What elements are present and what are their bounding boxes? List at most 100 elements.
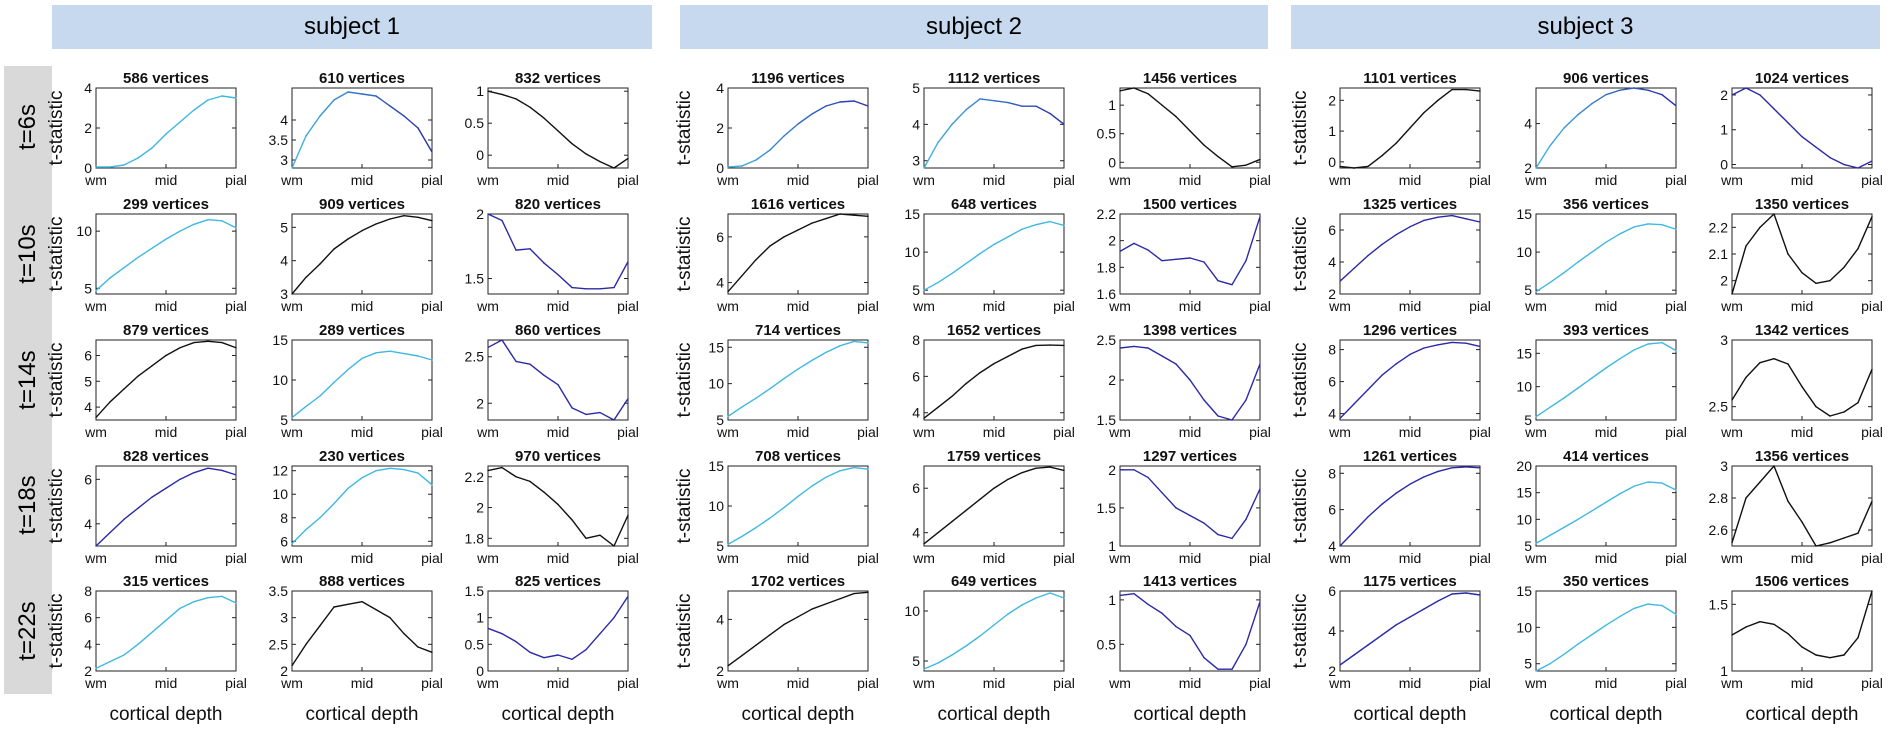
series-line-segment [965,98,981,111]
series-line-segment [1787,253,1803,274]
series-line-segment [1787,632,1803,648]
series-line-segment [1423,344,1439,349]
series-line-segment [853,100,869,107]
y-tick-label: 5 [1524,538,1532,554]
y-tick-label: 15 [708,458,724,474]
x-tick-label: pial [857,424,879,440]
y-tick-label: 1.5 [465,271,485,287]
series-line-segment [1759,620,1775,626]
series-line-segment [1381,234,1397,246]
series-line-segment [1189,257,1205,263]
x-tick-label: wm [84,298,107,314]
series-line-segment [853,591,869,595]
axis-box [1119,465,1261,547]
series-line-segment [1815,146,1831,159]
series-line-segment [1245,600,1261,646]
series-line-segment [1007,101,1023,107]
series-line-segment [417,216,433,222]
x-tick-label: wm [716,172,739,188]
y-tick-label: 0 [1108,154,1116,170]
series-line-segment [965,372,981,385]
series-line-segment [599,616,615,635]
series-line-segment [1409,219,1425,228]
x-tick-label: mid [155,172,178,188]
axis-box [487,465,629,547]
axis-box [95,339,237,421]
series-line-segment [389,214,405,220]
series-line-segment [1535,406,1551,418]
series-line-segment [1203,656,1219,670]
x-tick-label: pial [857,172,879,188]
series-line-segment [811,351,827,362]
y-tick-label: 15 [1516,345,1532,361]
series-line-segment [1605,233,1621,243]
panel-title: 860 vertices [515,322,601,339]
series-line-segment [1217,533,1233,540]
series-line-segment [1801,646,1817,656]
series-line-segment [123,256,139,269]
series-line-segment [1619,485,1635,495]
series-line-segment [993,478,1009,489]
series-line-segment [1605,493,1621,503]
x-tick-label: pial [421,172,443,188]
x-tick-label: pial [1665,550,1687,566]
series-line-segment [741,159,757,167]
y-axis-label: t-statistic [1290,217,1311,292]
x-tick-label: mid [1179,424,1202,440]
series-line-segment [501,93,517,100]
panel-title: 1759 vertices [947,448,1041,465]
axis-box [291,590,433,672]
y-axis-label: t-statistic [46,343,67,418]
series-line-segment [783,368,799,380]
y-tick-label: 5 [912,653,920,669]
series-line-segment [769,377,785,390]
subject-header-label: subject 3 [1537,13,1634,40]
x-tick-label: wm [476,298,499,314]
y-tick-label: 6 [1328,374,1336,390]
series-line-segment [557,130,573,145]
y-tick-label: 4 [1524,116,1532,132]
series-line-segment [151,619,167,634]
series-line-segment [613,514,629,547]
y-tick-label: 2 [1328,92,1336,108]
series-line-segment [291,528,307,545]
series-line-segment [965,498,981,512]
panel-title: 230 vertices [319,448,405,465]
y-tick-label: 1 [1720,122,1728,138]
series-line-segment [811,217,827,224]
series-line-segment [1175,115,1191,132]
axis-box [487,590,629,672]
series-line-segment [839,340,855,347]
panel-title: 825 vertices [515,573,601,590]
x-tick-label: mid [1791,424,1814,440]
series-line-segment [1245,488,1261,521]
x-tick-label: mid [1595,550,1618,566]
y-tick-label: 12 [272,463,288,479]
axis-box [727,339,869,421]
series-line-segment [221,341,237,349]
series-line-segment [333,487,349,505]
series-line-segment [1049,466,1065,472]
series-line-segment [599,160,615,169]
series-line-segment [193,219,209,225]
y-tick-label: 8 [1328,342,1336,358]
series-line-segment [529,363,545,377]
series-line-segment [811,105,827,115]
series-line-segment [965,252,981,265]
series-line-segment [1367,503,1383,518]
y-tick-label: 2 [84,120,92,136]
series-line-segment [1035,592,1051,599]
series-line-segment [1745,481,1761,499]
series-line-segment [1339,165,1355,169]
x-tick-label: wm [476,550,499,566]
y-tick-label: 0 [1328,154,1336,170]
series-line-segment [853,340,869,344]
panel-title: 1456 vertices [1143,70,1237,87]
series-line-segment [501,219,517,251]
axis-box [487,213,629,295]
axis-box [923,213,1065,295]
series-line-segment [1843,163,1859,169]
panel-title: 1500 vertices [1143,196,1237,213]
y-axis-label: t-statistic [674,217,695,292]
series-line-segment [571,648,587,660]
